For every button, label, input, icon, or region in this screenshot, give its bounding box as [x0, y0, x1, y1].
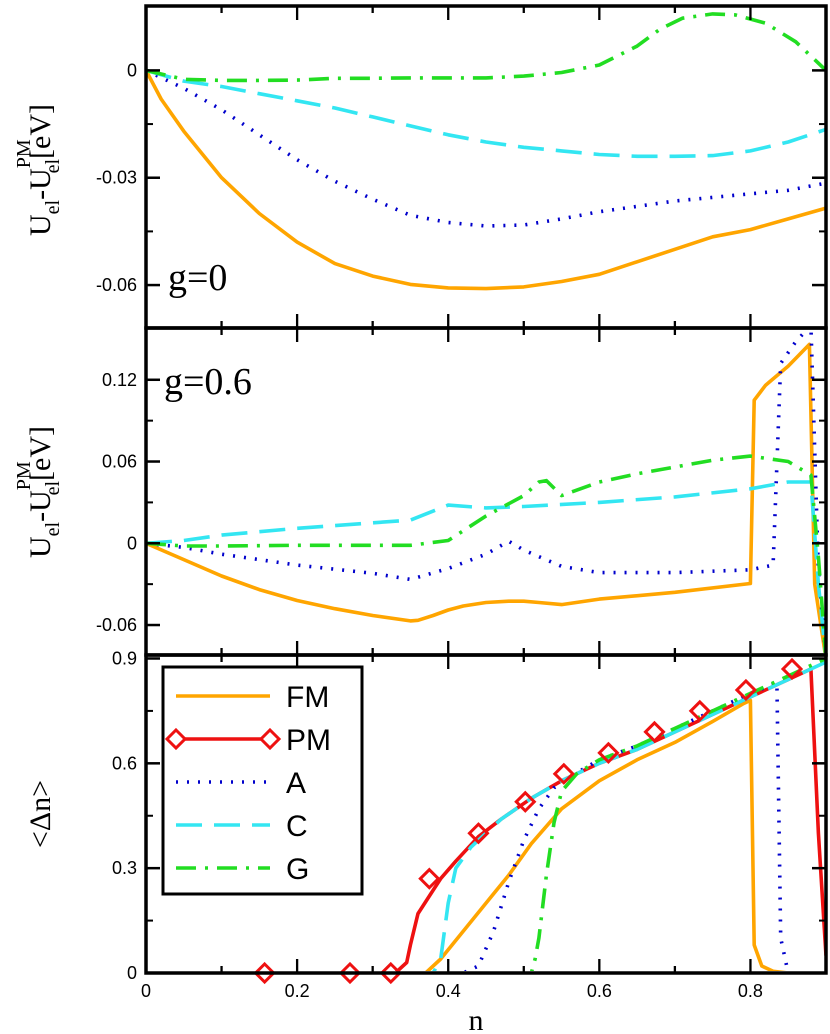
- legend-label-a: A: [286, 767, 306, 800]
- y-axis-title-part: -U: [24, 168, 57, 200]
- x-axis-title: n: [469, 1004, 484, 1034]
- series-line-fm-middle: [146, 342, 826, 653]
- y-tick-label: -0.03: [96, 168, 137, 188]
- series-line-c-middle: [146, 480, 826, 653]
- marker-pm-6: [552, 762, 575, 785]
- y-tick-label: 0.06: [102, 452, 137, 472]
- marker-pm-4: [467, 822, 490, 845]
- y-tick-label: -0.06: [96, 615, 137, 635]
- x-tick-label: 0.8: [738, 981, 763, 1001]
- series-line-fm-bottom: [425, 698, 787, 971]
- x-tick-label: 0.6: [587, 981, 612, 1001]
- y-tick-label: 0: [127, 963, 137, 983]
- series-line-fm-top: [146, 69, 826, 291]
- series-line-c-top: [146, 68, 826, 159]
- marker-pm-11: [780, 657, 804, 681]
- marker-pm-10: [734, 678, 758, 702]
- y-axis-title-part: [eV]: [24, 104, 57, 159]
- y-axis-title-part: el: [42, 158, 64, 173]
- y-axis-title-part: el: [42, 521, 64, 536]
- legend-label-g: G: [286, 853, 309, 886]
- legend: FM PM ACG: [161, 665, 364, 896]
- panel-annotation-middle: g=0.6: [164, 361, 252, 403]
- panel-annotation-top: g=0: [168, 257, 227, 299]
- y-axis-title-bottom: <Δn>: [24, 780, 57, 848]
- marker-pm-3: [418, 867, 441, 890]
- marker-pm-9: [688, 699, 711, 723]
- y-axis-title-part: U: [24, 214, 57, 236]
- legend-label-c: C: [286, 810, 308, 843]
- y-axis-title-part: el: [42, 199, 64, 214]
- series-line-g-middle: [146, 454, 826, 653]
- y-axis-title-part: PM: [13, 461, 35, 490]
- y-tick-label: 0.12: [102, 370, 137, 390]
- y-tick-label: 0.9: [112, 648, 137, 668]
- y-axis-title-part: [eV]: [24, 426, 57, 481]
- legend-marker-pm: [164, 727, 188, 751]
- series-line-g-top: [146, 12, 826, 83]
- panel-bottom: 0 0.3 0.6 0.9 0 0.2 0.4 0.6 0.8 n <Δn> FM PM ACG: [24, 648, 828, 1034]
- y-axis-title-part: U: [24, 536, 57, 558]
- x-tick-label: 0: [141, 981, 151, 1001]
- series-group-top: [146, 12, 826, 291]
- marker-pm-2: [379, 961, 402, 985]
- y-axis-title-top: Uel-UPM el[eV]: [13, 104, 64, 236]
- y-tick-label: -0.06: [96, 275, 137, 295]
- y-tick-label: 0.6: [112, 753, 137, 773]
- y-axis-title-part: PM: [13, 139, 35, 168]
- marker-pm-1: [338, 961, 362, 985]
- marker-pm-7: [597, 741, 620, 764]
- y-tick-label: 0: [127, 60, 137, 80]
- legend-label-fm: FM: [286, 681, 329, 714]
- marker-pm-5: [514, 790, 537, 813]
- y-axis-title-middle: Uel-UPM el[eV]: [13, 426, 64, 558]
- y-tick-label: 0.3: [112, 858, 137, 878]
- panel-frame-top: [144, 4, 828, 330]
- series-group-middle: [146, 328, 826, 653]
- legend-box: [161, 665, 364, 896]
- y-axis-title-part: el: [42, 480, 64, 495]
- series-line-a-middle: [146, 328, 826, 653]
- series-line-g-bottom: [529, 656, 826, 971]
- x-tick-label: 0.4: [436, 981, 461, 1001]
- y-tick-label: 0: [127, 533, 137, 553]
- panel-frame-bottom: [144, 653, 828, 975]
- x-tick-label: 0.2: [285, 981, 310, 1001]
- marker-pm-0: [253, 961, 276, 985]
- legend-label-pm: PM: [286, 724, 331, 757]
- y-axis-title-part: -U: [24, 490, 57, 522]
- marker-pm-8: [643, 720, 666, 744]
- legend-marker-pm: [258, 727, 282, 751]
